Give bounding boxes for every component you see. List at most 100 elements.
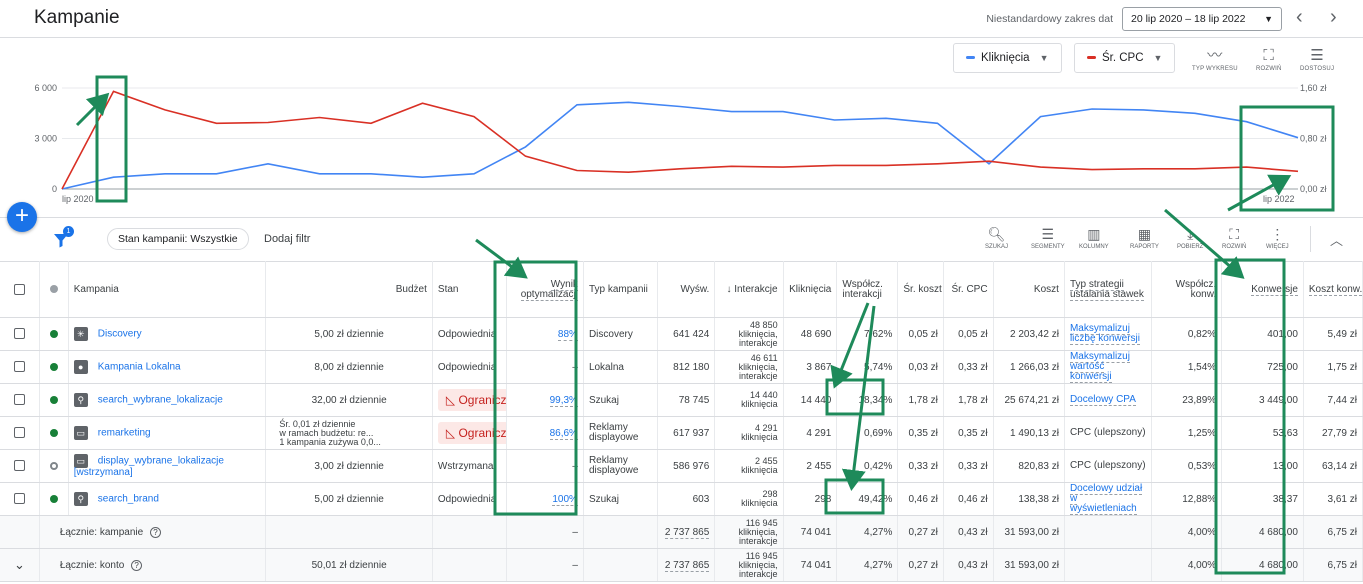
select-all-checkbox[interactable]	[0, 261, 40, 318]
add-fab-button[interactable]: +	[7, 202, 37, 232]
help-circle-icon[interactable]: ?	[149, 526, 161, 538]
row-checkbox-cell[interactable]	[0, 449, 40, 483]
optimization-cell[interactable]: 86,6%	[506, 416, 584, 450]
campaign-link[interactable]: remarketing	[97, 427, 151, 439]
col-interactions[interactable]: ↓ Interakcje	[714, 261, 784, 318]
col-cost[interactable]: Koszt	[993, 261, 1065, 318]
optimization-score[interactable]: 86,6%	[549, 427, 578, 440]
budget-cell[interactable]: 5,00 zł dziennie	[265, 317, 433, 351]
row-checkbox-cell[interactable]	[0, 416, 40, 450]
campaign-name-cell[interactable]: ✳ Discovery	[68, 317, 267, 351]
col-interaction-rate[interactable]: Współcz. interakcji	[836, 261, 899, 318]
campaign-name-cell[interactable]: ▭ display_wybrane_lokalizacje [wstrzymana…	[68, 449, 267, 483]
checkbox[interactable]	[13, 361, 25, 373]
col-status[interactable]: Stan	[432, 261, 508, 318]
checkbox[interactable]	[13, 283, 25, 295]
chart-type-button[interactable]: 〰 TYP WYKRESU	[1192, 46, 1238, 72]
status-cell: Odpowiednia	[432, 350, 508, 384]
optimization-score[interactable]: 99,3%	[549, 394, 578, 407]
campaign-link[interactable]: display_wybrane_lokalizacje [wstrzymana]	[73, 455, 224, 478]
campaign-link[interactable]: Discovery	[97, 328, 142, 340]
campaign-link[interactable]: search_wybrane_lokalizacje	[97, 394, 223, 406]
row-checkbox-cell[interactable]	[0, 383, 40, 417]
row-checkbox-cell[interactable]	[0, 482, 40, 516]
col-optimization[interactable]: Wynik optymalizacji	[506, 261, 584, 318]
col-avg-cost[interactable]: Śr. koszt	[897, 261, 944, 318]
chevron-down-icon[interactable]: ⌄	[13, 557, 25, 572]
campaign-name-cell[interactable]: ⚲ search_wybrane_lokalizacje	[68, 383, 267, 417]
prev-period-arrow-icon[interactable]: ‹	[1296, 6, 1303, 28]
budget-cell[interactable]: 8,00 zł dziennie	[265, 350, 433, 384]
table-row[interactable]: ⚲ search_brand 5,00 zł dziennie Odpowiedn…	[0, 482, 1363, 516]
campaign-name-cell[interactable]: ● Kampania Lokalna	[68, 350, 267, 384]
budget-cell[interactable]: 5,00 zł dziennie	[265, 482, 433, 516]
bid-strategy-cell[interactable]: Docelowy udział w wyświetleniach	[1064, 482, 1152, 516]
add-filter-button[interactable]: Dodaj filtr	[264, 233, 311, 245]
more-button[interactable]: ⋮ WIĘCEJ	[1266, 224, 1289, 250]
bid-strategy-cell[interactable]: Maksymalizuj liczbę konwersji	[1064, 317, 1152, 351]
optimization-cell[interactable]: 88%	[506, 317, 584, 351]
date-range-picker[interactable]: 20 lip 2020 – 18 lip 2022 ▼	[1122, 7, 1282, 31]
checkbox[interactable]	[13, 328, 25, 340]
checkbox[interactable]	[13, 460, 25, 472]
row-checkbox-cell[interactable]	[0, 350, 40, 384]
segments-button[interactable]: ☰ SEGMENTY	[1031, 224, 1065, 250]
chart-type-label: TYP WYKRESU	[1192, 66, 1238, 72]
chart-expand-button[interactable]: ⛶ ROZWIŃ	[1256, 46, 1282, 72]
optimization-cell[interactable]: –	[506, 449, 584, 483]
optimization-cell[interactable]: 99,3%	[506, 383, 584, 417]
campaign-name-cell[interactable]: ⚲ search_brand	[68, 482, 267, 516]
table-row[interactable]: ▭ display_wybrane_lokalizacje [wstrzymana…	[0, 449, 1363, 483]
next-period-arrow-icon[interactable]: ›	[1330, 6, 1337, 28]
help-circle-icon[interactable]: ?	[131, 559, 143, 571]
optimization-cell[interactable]: –	[506, 350, 584, 384]
col-campaign[interactable]: Kampania	[68, 261, 267, 318]
optimization-cell[interactable]: 100%	[506, 482, 584, 516]
col-campaign-type[interactable]: Typ kampanii	[583, 261, 659, 318]
bid-strategy-cell[interactable]: CPC (ulepszony)	[1064, 416, 1152, 450]
columns-button[interactable]: ▥ KOLUMNY	[1079, 224, 1109, 250]
col-bid-strategy[interactable]: Typ strategii ustalania stawek	[1064, 261, 1152, 318]
budget-cell[interactable]: 3,00 zł dziennie	[265, 449, 433, 483]
bid-strategy-cell[interactable]: CPC (ulepszony)	[1064, 449, 1152, 483]
table-row[interactable]: ✳ Discovery 5,00 zł dziennie Odpowiednia …	[0, 317, 1363, 351]
optimization-score[interactable]: 100%	[552, 493, 578, 506]
col-avg-cpc[interactable]: Śr. CPC	[943, 261, 994, 318]
bid-strategy-cell[interactable]: Maksymalizuj wartość konwersji	[1064, 350, 1152, 384]
filter-funnel-icon[interactable]	[53, 232, 69, 248]
metric2-dropdown[interactable]: Śr. CPC ▼	[1074, 43, 1176, 73]
totals-expand-cell[interactable]: ⌄	[0, 548, 40, 582]
table-row[interactable]: ● Kampania Lokalna 8,00 zł dziennie Odpow…	[0, 350, 1363, 384]
limited-status-badge[interactable]: ◺ Ograniczona	[437, 422, 506, 444]
metric1-dropdown[interactable]: Kliknięcia ▼	[953, 43, 1062, 73]
table-row[interactable]: ▭ remarketing Śr. 0,01 zł dziennie w ramac…	[0, 416, 1363, 450]
budget-cell[interactable]: Śr. 0,01 zł dziennie w ramach budżetu: re…	[265, 416, 433, 450]
col-clicks[interactable]: Kliknięcia	[783, 261, 838, 318]
reports-button[interactable]: ▦ RAPORTY	[1130, 224, 1159, 250]
bid-strategy-cell[interactable]: Docelowy CPA	[1064, 383, 1152, 417]
download-button[interactable]: ⤓ POBIERZ	[1177, 224, 1203, 250]
chart-adjust-button[interactable]: ☰ DOSTOSUJ	[1300, 46, 1334, 72]
col-impressions[interactable]: Wyśw.	[657, 261, 716, 318]
expand-table-button[interactable]: ⛶ ROZWIŃ	[1222, 224, 1246, 250]
limited-status-badge[interactable]: ◺ Ograniczona	[437, 389, 506, 411]
totals-impressions-cell: 2 737 865	[657, 548, 716, 582]
checkbox[interactable]	[13, 493, 25, 505]
col-budget[interactable]: Budżet	[265, 261, 433, 318]
collapse-chevron-up-icon[interactable]: ︿	[1330, 233, 1344, 248]
row-checkbox-cell[interactable]	[0, 317, 40, 351]
col-conv-rate[interactable]: Współcz. konw.	[1151, 261, 1223, 318]
checkbox[interactable]	[13, 394, 25, 406]
campaign-link[interactable]: Kampania Lokalna	[97, 361, 181, 373]
budget-cell[interactable]: 32,00 zł dziennie	[265, 383, 433, 417]
campaign-link[interactable]: search_brand	[97, 493, 159, 505]
campaign-name-cell[interactable]: ▭ remarketing	[68, 416, 267, 450]
bid-strategy-text: CPC (ulepszony)	[1069, 427, 1146, 438]
table-row[interactable]: ⚲ search_wybrane_lokalizacje 32,00 zł dzi…	[0, 383, 1363, 417]
campaign-status-filter-chip[interactable]: Stan kampanii: Wszystkie	[107, 228, 249, 250]
col-conversions[interactable]: Konwersje	[1221, 261, 1304, 318]
search-tool-button[interactable]: 🔍︎ SZUKAJ	[985, 224, 1008, 250]
col-cost-per-conv[interactable]: Koszt konw.	[1303, 261, 1363, 318]
checkbox[interactable]	[13, 427, 25, 439]
optimization-score[interactable]: 88%	[557, 328, 578, 341]
